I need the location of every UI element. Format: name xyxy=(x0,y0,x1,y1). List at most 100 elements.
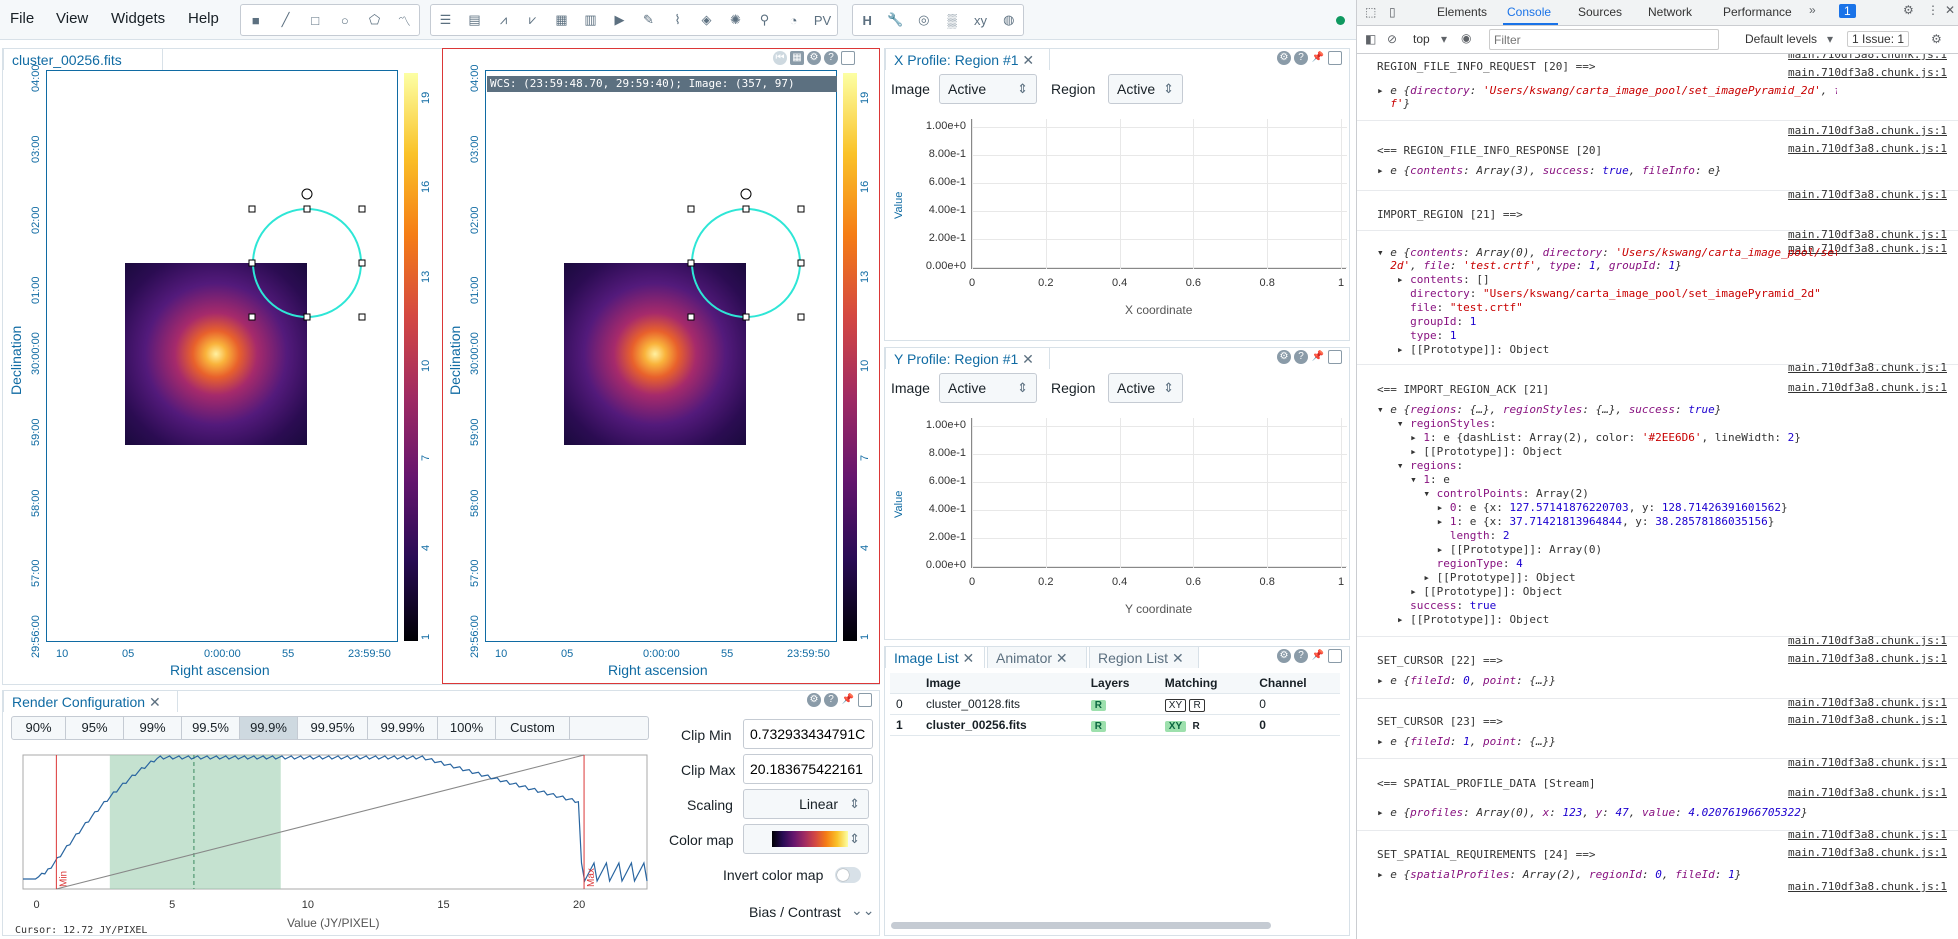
globe-icon[interactable]: ◍ xyxy=(1003,12,1015,27)
region-overlay[interactable] xyxy=(47,71,399,643)
image-frame-left[interactable] xyxy=(46,70,398,642)
help-icon[interactable]: ? xyxy=(1294,51,1308,65)
log-line[interactable]: 2d', file: 'test.crtf', type: 1, groupId… xyxy=(1390,259,1682,272)
image-frame-right[interactable]: WCS: (23:59:48.70, 29:59:40); Image: (35… xyxy=(485,70,837,642)
render-icon[interactable]: ✎ xyxy=(643,12,654,27)
percentile-button[interactable]: 99.99% xyxy=(368,717,438,739)
match-xy-tag[interactable]: XY xyxy=(1164,721,1187,732)
x-profile-tab[interactable]: X Profile: Region #1 ✕ xyxy=(885,48,1050,70)
log-line[interactable]: ▸ e {spatialProfiles: Array(2), regionId… xyxy=(1377,868,1742,881)
log-line[interactable]: ▸ e {fileId: 1, point: {…}} xyxy=(1377,735,1556,748)
tab-image-list[interactable]: Image List ✕ xyxy=(885,646,985,668)
chevron-down-icon[interactable]: ⌄⌄ xyxy=(851,902,875,918)
close-icon[interactable]: ✕ xyxy=(1171,650,1184,666)
log-line[interactable]: ▾ regions: xyxy=(1377,459,1464,472)
source-link[interactable]: main.710df3a8.chunk.js:1 xyxy=(1788,188,1947,201)
log-line[interactable]: ▸ [[Prototype]]: Object xyxy=(1377,571,1576,584)
log-line[interactable]: type: 1 xyxy=(1410,329,1457,342)
line-icon[interactable]: ╱ xyxy=(281,12,290,27)
target-icon[interactable]: ◎ xyxy=(918,12,930,27)
gear-icon[interactable]: ⚙ xyxy=(1903,3,1914,17)
log-line[interactable]: ▾ controlPoints: Array(2) xyxy=(1377,487,1589,500)
percentile-button[interactable]: 99.9% xyxy=(240,717,298,739)
log-line[interactable]: ▸ e {contents: Array(3), success: true, … xyxy=(1377,164,1722,177)
log-line[interactable]: ▾ e {contents: Array(0), directory: 'Use… xyxy=(1377,246,1837,259)
percentile-button[interactable]: 90% xyxy=(12,717,66,739)
log-line[interactable]: ▸ [[Prototype]]: Object xyxy=(1377,445,1563,458)
log-line[interactable]: ▸ e {fileId: 0, point: {…}} xyxy=(1377,674,1556,687)
polygon-icon[interactable]: ⬠ xyxy=(368,12,381,27)
close-icon[interactable]: ✕ xyxy=(148,694,161,710)
catalog-icon[interactable]: ✺ xyxy=(730,12,741,27)
log-line[interactable]: ▾ 1: e xyxy=(1377,473,1450,486)
tab-network[interactable]: Network xyxy=(1648,5,1693,19)
log-line[interactable]: regionType: 4 xyxy=(1436,557,1523,570)
eye-icon[interactable]: ◉ xyxy=(1461,31,1472,45)
maximize-icon[interactable] xyxy=(841,51,855,65)
clip-max-input[interactable] xyxy=(743,754,873,784)
inspect-icon[interactable]: ⬚ xyxy=(1365,5,1377,19)
layers-icon[interactable]: ◈ xyxy=(701,12,712,27)
tab-console[interactable]: Console xyxy=(1507,5,1552,19)
stokes-icon[interactable]: ⌇ xyxy=(674,12,681,27)
percentile-button[interactable]: Custom xyxy=(496,717,570,739)
log-line[interactable]: f'} xyxy=(1390,97,1411,110)
source-link[interactable]: main.710df3a8.chunk.js:1 xyxy=(1788,880,1947,893)
help-icon[interactable]: ? xyxy=(1294,649,1308,663)
help-icon[interactable]: ? xyxy=(1294,350,1308,364)
tab-elements[interactable]: Elements xyxy=(1437,5,1488,19)
clip-min-input[interactable] xyxy=(743,719,873,749)
menu-file[interactable]: File xyxy=(10,10,35,27)
source-link[interactable]: main.710df3a8.chunk.js:1 xyxy=(1788,361,1947,374)
source-link[interactable]: main.710df3a8.chunk.js:1 xyxy=(1788,228,1947,241)
gear-icon[interactable]: ⚙ xyxy=(1931,32,1942,46)
layer-tag[interactable]: R xyxy=(1090,700,1106,711)
percentile-button[interactable]: 99.5% xyxy=(182,717,240,739)
render-config-tab[interactable]: Render Configuration ✕ xyxy=(3,690,178,712)
wrench-icon[interactable]: 🔧 xyxy=(887,12,904,27)
log-line[interactable]: ▸ contents: [] xyxy=(1377,273,1490,286)
percentile-button[interactable]: 99.95% xyxy=(298,717,368,739)
source-link[interactable]: main.710df3a8.chunk.js:1 xyxy=(1788,66,1947,79)
sidebar-icon[interactable]: ◧ xyxy=(1365,32,1377,46)
close-icon[interactable]: ✕ xyxy=(1945,3,1956,17)
filter-input[interactable] xyxy=(1489,29,1719,50)
animator-icon[interactable]: ▶ xyxy=(614,12,625,27)
region-overlay[interactable] xyxy=(486,71,838,643)
log-line[interactable]: ▸ e {profiles: Array(0), x: 123, y: 47, … xyxy=(1377,806,1808,819)
pin-icon[interactable]: 📌 xyxy=(1311,650,1325,661)
help-icon[interactable]: ? xyxy=(824,51,838,65)
table-row[interactable]: 0 cluster_00128.fits R XY R 0 xyxy=(890,693,1340,715)
horizontal-scrollbar[interactable] xyxy=(891,922,1271,929)
log-line[interactable]: ▸ 0: e {x: 127.57141876220703, y: 128.71… xyxy=(1377,501,1788,514)
source-link[interactable]: main.710df3a8.chunk.js:1 xyxy=(1788,54,1947,61)
source-link[interactable]: main.710df3a8.chunk.js:1 xyxy=(1788,381,1947,394)
spatial-profile-icon[interactable]: ⩘ xyxy=(499,12,508,27)
region-select[interactable]: Active xyxy=(1108,74,1183,104)
device-icon[interactable]: ▯ xyxy=(1389,5,1396,19)
source-link[interactable]: main.710df3a8.chunk.js:1 xyxy=(1788,713,1947,726)
invert-toggle[interactable] xyxy=(835,867,861,883)
menu-help[interactable]: Help xyxy=(188,10,219,27)
scaling-select[interactable]: Linear xyxy=(743,789,869,819)
log-line[interactable]: file: "test.crtf" xyxy=(1410,301,1523,314)
xy-icon[interactable]: xy xyxy=(973,12,987,28)
settings-icon[interactable]: ⚙ xyxy=(807,51,821,65)
log-line[interactable]: ▸ 1: e {x: 37.71421813964844, y: 38.2857… xyxy=(1377,515,1775,528)
point-icon[interactable]: ■ xyxy=(251,12,260,28)
tab-animator[interactable]: Animator ✕ xyxy=(987,646,1087,668)
histogram-plot[interactable]: Min Max xyxy=(11,747,651,897)
colormap-select[interactable] xyxy=(743,824,869,854)
kebab-icon[interactable]: ⋮ xyxy=(1927,3,1939,17)
log-line[interactable]: ▸ 1: e {dashList: Array(2), color: '#2EE… xyxy=(1377,431,1801,444)
info-icon[interactable]: ▤ xyxy=(468,12,481,27)
fitting-icon[interactable]: ◔ xyxy=(789,12,798,28)
log-line[interactable]: ▾ regionStyles: xyxy=(1377,417,1497,430)
source-link[interactable]: main.710df3a8.chunk.js:1 xyxy=(1788,124,1947,137)
log-line[interactable]: ▾ e {regions: {…}, regionStyles: {…}, su… xyxy=(1377,403,1722,416)
maximize-icon[interactable] xyxy=(858,693,872,707)
hips-icon[interactable]: H xyxy=(862,12,872,28)
close-icon[interactable]: ✕ xyxy=(1022,351,1034,367)
more-tabs-icon[interactable]: » xyxy=(1809,3,1816,17)
source-link[interactable]: main.710df3a8.chunk.js:1 xyxy=(1788,828,1947,841)
